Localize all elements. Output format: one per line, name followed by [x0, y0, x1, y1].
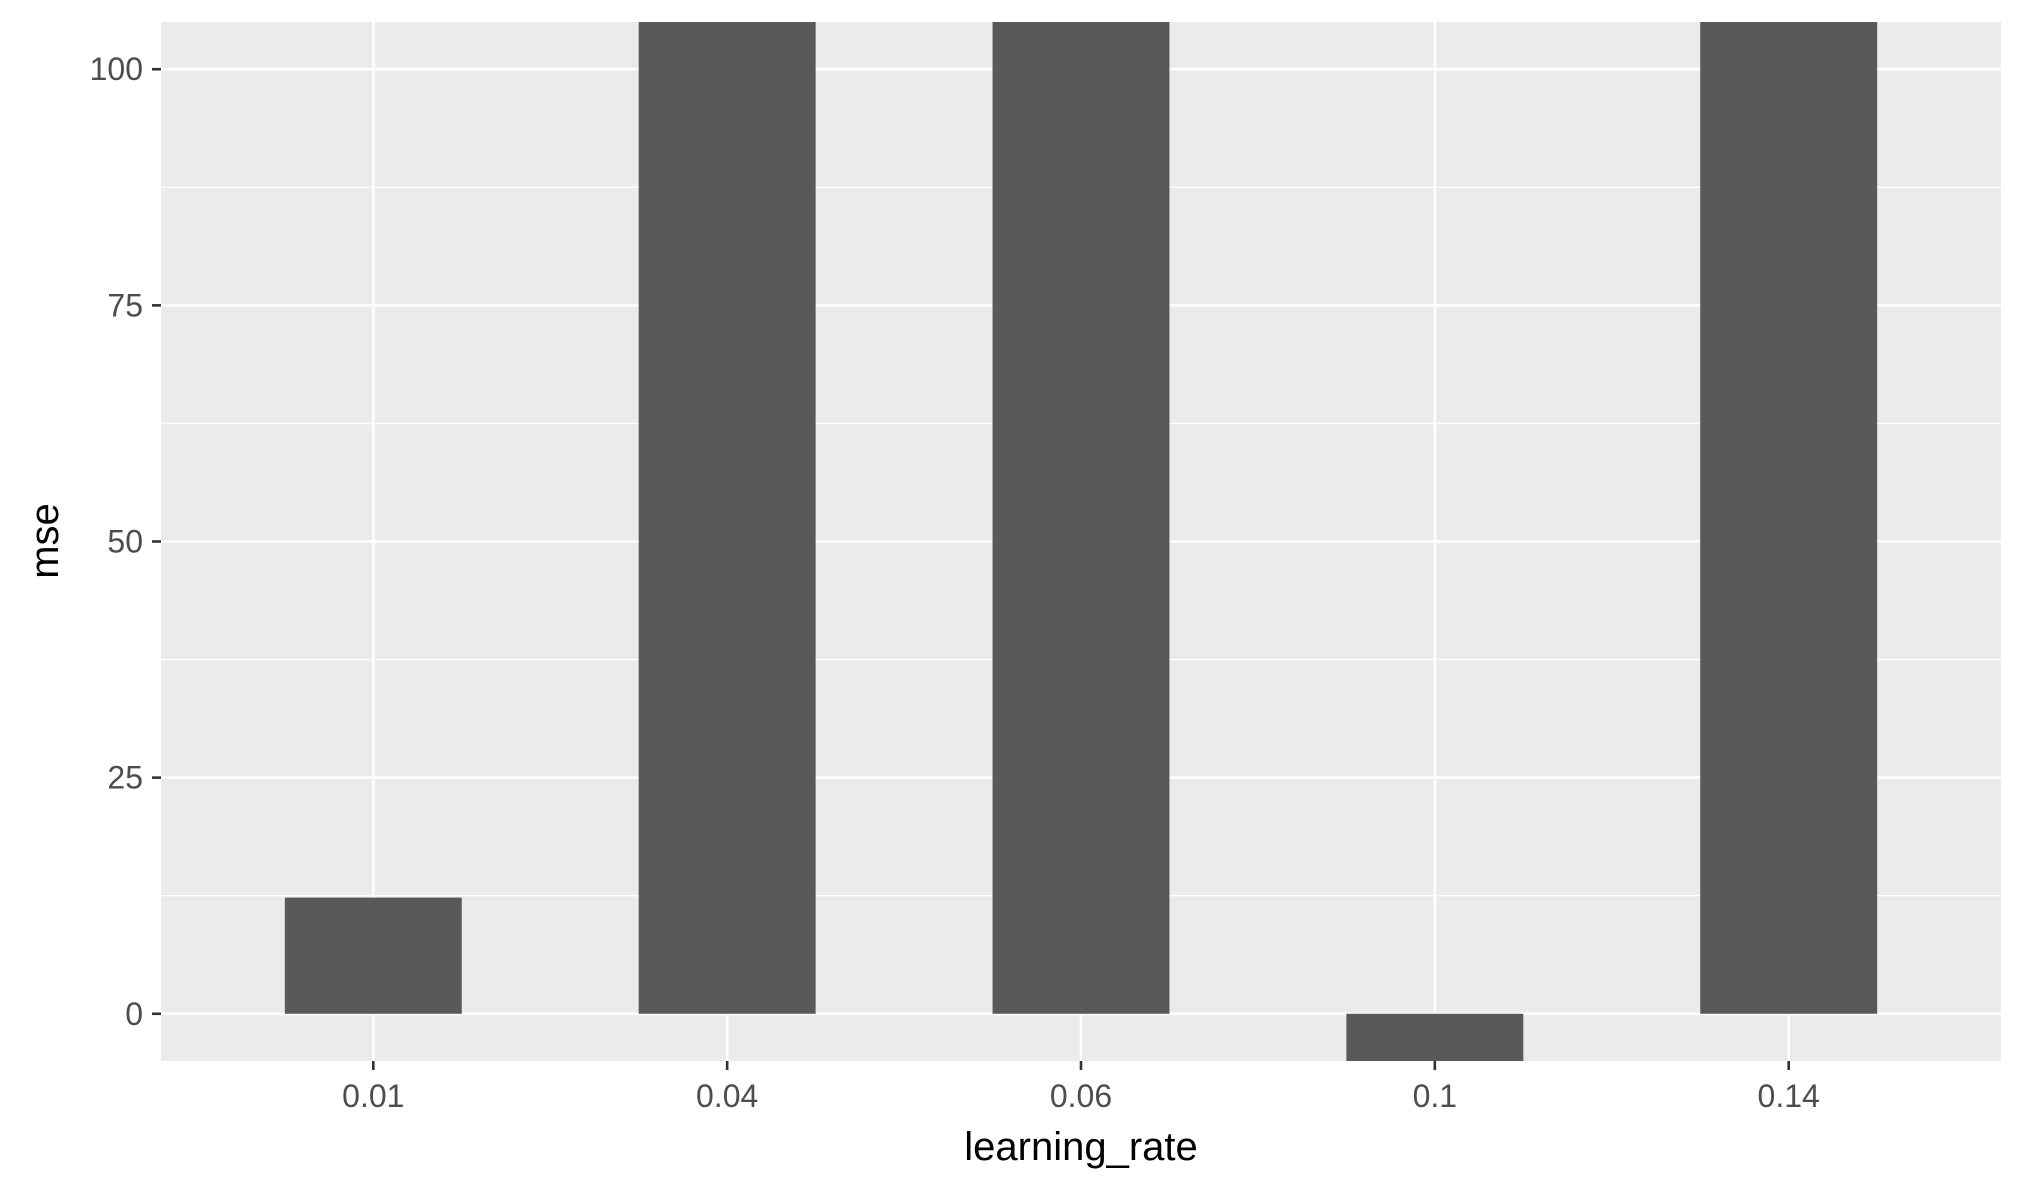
bars	[284, 22, 1878, 1061]
x-tick-label: 0.1	[1413, 1078, 1457, 1114]
bar	[1700, 22, 1878, 1014]
bar	[992, 22, 1170, 1014]
x-tick-label: 0.06	[1050, 1078, 1112, 1114]
bar	[638, 22, 816, 1014]
y-tick-label: 25	[107, 760, 143, 796]
x-tick-label: 0.01	[342, 1078, 404, 1114]
y-tick-label: 100	[90, 51, 143, 87]
y-axis-title: mse	[23, 503, 67, 579]
axes: 0 25 50 75 100 0.01 0.04 0.06 0.1 0.14	[90, 51, 1820, 1114]
x-tick-label: 0.04	[696, 1078, 758, 1114]
x-axis-title: learning_rate	[964, 1125, 1198, 1169]
x-tick-label: 0.14	[1758, 1078, 1820, 1114]
y-tick-label: 50	[107, 524, 143, 560]
y-tick-label: 75	[107, 287, 143, 323]
bar	[284, 897, 462, 1014]
bar	[1346, 1013, 1524, 1061]
y-tick-label: 0	[125, 996, 143, 1032]
